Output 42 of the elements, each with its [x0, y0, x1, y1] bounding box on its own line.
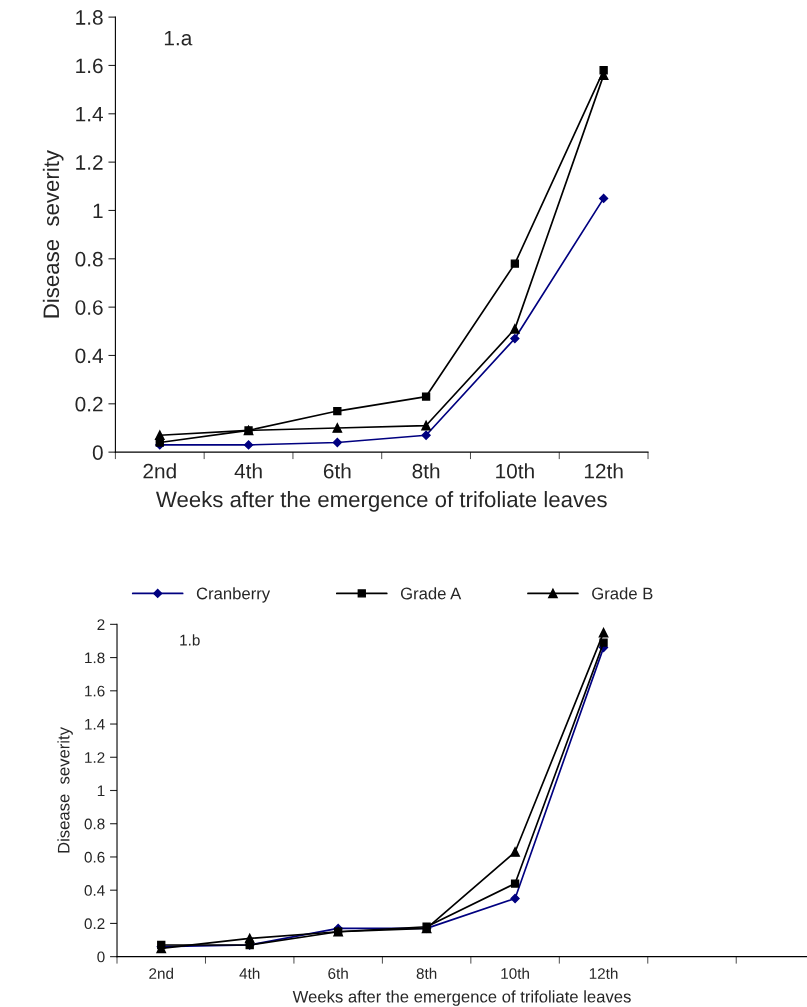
- y-tick-label: 1.2: [85, 752, 105, 763]
- y-tick-label: 0.4: [84, 885, 105, 896]
- x-tick-label: 10th: [496, 463, 534, 479]
- y-tick-label: 0.4: [75, 348, 103, 364]
- y-tick-label: 1: [93, 203, 103, 219]
- y-tick-label: 1.8: [76, 10, 103, 25]
- x-tick-label: 12th: [584, 463, 623, 479]
- y-tick-label: 0: [97, 951, 105, 963]
- y-axis-title: Disease severity: [42, 150, 64, 318]
- y-tick-label: 1: [97, 785, 105, 797]
- annotation: 1.b: [180, 634, 200, 646]
- legend-label: Grade B: [592, 587, 653, 600]
- x-tick-label: 8th: [416, 967, 437, 979]
- annotation: 1.a: [164, 30, 193, 46]
- y-axis-title: Disease severity: [57, 727, 73, 853]
- y-tick-label: 1.4: [85, 719, 105, 730]
- y-tick-label: 0.2: [84, 918, 105, 930]
- y-tick-label: 1.8: [85, 652, 105, 664]
- x-tick-label: 2nd: [143, 463, 176, 479]
- x-tick-label: 12th: [589, 967, 618, 979]
- y-tick-label: 0.6: [84, 851, 105, 863]
- y-tick-label: 0.6: [75, 300, 103, 315]
- x-tick-label: 2nd: [149, 967, 174, 979]
- x-tick-label: 6th: [323, 463, 351, 479]
- y-tick-label: 1.2: [76, 155, 103, 170]
- legend-label: Cranberry: [196, 587, 271, 603]
- y-tick-label: 0: [92, 445, 103, 460]
- x-tick-label: 6th: [328, 967, 348, 979]
- legend-label: Grade A: [400, 587, 462, 600]
- x-tick-label: 10th: [501, 967, 529, 979]
- x-tick-label: 4th: [234, 463, 262, 479]
- y-tick-label: 2: [97, 619, 105, 630]
- x-axis-title: Weeks after the emergence of trifoliate leaves: [155, 491, 607, 512]
- x-tick-label: 8th: [412, 463, 440, 479]
- y-tick-label: 1.6: [76, 58, 103, 74]
- y-tick-label: 1.6: [85, 685, 105, 697]
- x-axis-title: Weeks after the emergence of trifoliate leaves: [292, 990, 631, 1006]
- y-tick-label: 0.8: [84, 818, 105, 830]
- y-tick-label: 0.2: [75, 396, 103, 412]
- y-tick-label: 0.8: [75, 251, 103, 267]
- x-tick-label: 4th: [239, 967, 260, 979]
- y-tick-label: 1.4: [76, 107, 103, 122]
